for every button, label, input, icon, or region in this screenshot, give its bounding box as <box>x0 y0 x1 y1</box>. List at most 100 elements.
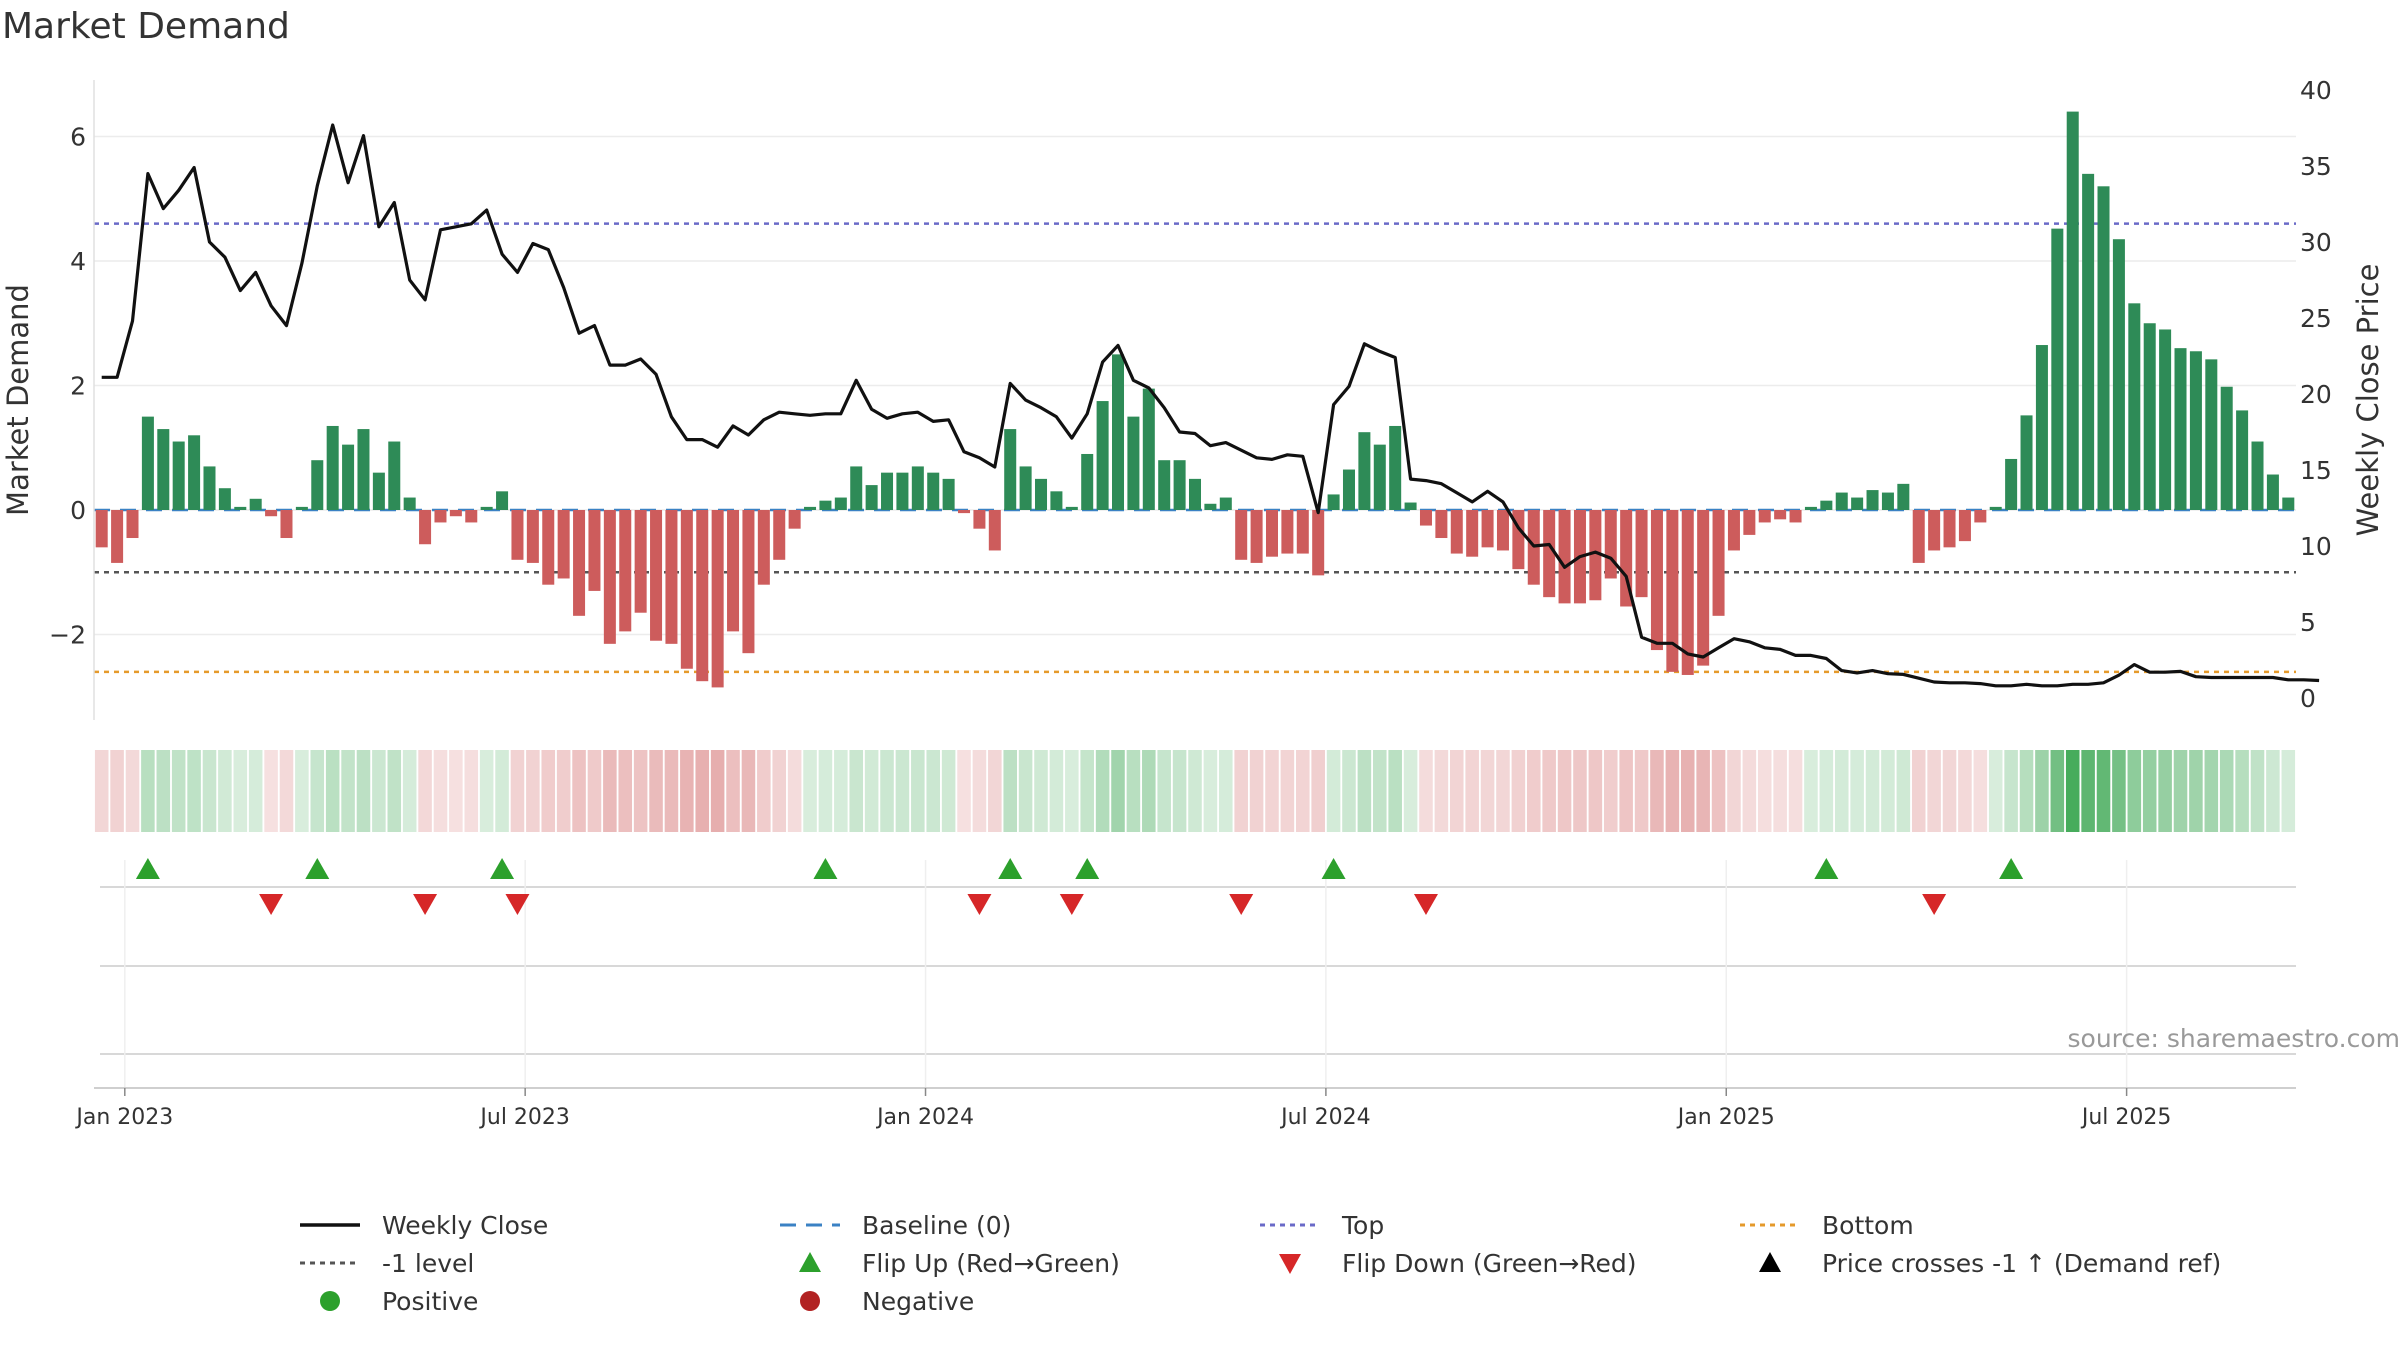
demand-bar <box>1881 492 1894 510</box>
strip-cell <box>1234 750 1248 832</box>
demand-bar <box>1327 494 1340 510</box>
strip-cell <box>1419 750 1433 832</box>
strip-cell <box>1819 750 1834 832</box>
strip-cell <box>1280 750 1295 832</box>
close-line-layer <box>101 123 2320 688</box>
strip-cell <box>864 750 879 832</box>
demand-bar <box>1958 510 1971 542</box>
demand-bar <box>634 510 647 613</box>
demand-bar <box>157 429 170 510</box>
strip-cell <box>2158 750 2172 832</box>
demand-bar <box>2174 348 2187 510</box>
strip-cell <box>1265 750 1279 832</box>
strip-cell <box>295 750 309 832</box>
demand-bar <box>496 491 509 510</box>
demand-bar <box>1758 510 1771 523</box>
strip-cell <box>387 750 402 832</box>
strip-cell <box>1311 750 1325 832</box>
strip-cell <box>2281 750 2296 832</box>
strip-cell <box>356 750 371 832</box>
demand-bar <box>1697 510 1710 666</box>
strip-cell <box>726 750 740 832</box>
demand-bar <box>1204 503 1217 510</box>
right-tick-label: 40 <box>2300 76 2332 105</box>
demand-bar <box>2082 173 2095 510</box>
legend-item: Top <box>1260 1210 1740 1240</box>
flip-up-marker <box>1075 858 1100 879</box>
flip-markers <box>135 858 2024 915</box>
strip-cell <box>587 750 602 832</box>
demand-bar <box>1851 497 1864 510</box>
demand-bar <box>958 510 971 514</box>
demand-bar <box>1943 510 1956 548</box>
demand-bar <box>1112 354 1125 510</box>
x-tick-label: Jan 2023 <box>74 1105 173 1130</box>
strip-cell <box>849 750 864 832</box>
legend-swatch <box>1279 1254 1301 1274</box>
strip-cell <box>664 750 679 832</box>
demand-bar <box>2251 441 2264 510</box>
legend-swatch <box>300 1223 360 1227</box>
demand-bar <box>603 510 616 644</box>
x-tick-label: Jul 2025 <box>2080 1105 2172 1130</box>
demand-bar <box>1373 444 1386 510</box>
demand-bar <box>403 497 416 510</box>
strip-cell <box>1373 750 1387 832</box>
strip-cell <box>803 750 817 832</box>
strip-cell <box>1542 750 1556 832</box>
demand-bar <box>1404 502 1417 510</box>
demand-bar <box>1681 510 1694 675</box>
strip-cell <box>310 750 325 832</box>
demand-bar <box>1050 491 1063 510</box>
right-tick-label: 10 <box>2300 532 2332 561</box>
x-tick-label: Jul 2024 <box>1279 1105 1371 1130</box>
strip-cell <box>1434 750 1449 832</box>
flip-down-marker <box>1059 894 1084 915</box>
strip-cell <box>2081 750 2095 832</box>
demand-bar <box>1296 510 1309 554</box>
strip-cell <box>1958 750 1972 832</box>
strip-cell <box>1850 750 1864 832</box>
strip-cell <box>1696 750 1710 832</box>
demand-bar <box>1389 425 1402 510</box>
demand-bar <box>911 466 924 510</box>
strip-cell <box>1157 750 1171 832</box>
strip-cell <box>510 750 525 832</box>
y-axis-label-left: Market Demand <box>1 284 35 516</box>
demand-bar <box>1250 510 1263 563</box>
strip-cell <box>2235 750 2249 832</box>
strip-cell <box>1573 750 1587 832</box>
strip-cell <box>171 750 186 832</box>
demand-bar <box>1312 510 1325 576</box>
demand-bar <box>434 510 447 523</box>
strip-cell <box>1634 750 1649 832</box>
strip-cell <box>1665 750 1680 832</box>
demand-bar <box>218 488 231 510</box>
strip-cell <box>1403 750 1418 832</box>
demand-bar <box>95 510 108 548</box>
demand-bar <box>727 510 740 632</box>
demand-bar <box>542 510 555 585</box>
right-tick-label: 30 <box>2300 228 2332 257</box>
strip-cell <box>1804 750 1818 832</box>
color-strip <box>94 750 2296 832</box>
demand-bar <box>111 510 124 563</box>
strip-cell <box>1942 750 1957 832</box>
strip-cell <box>1080 750 1094 832</box>
demand-bar <box>1004 429 1017 510</box>
demand-bar <box>650 510 663 641</box>
strip-cell <box>1095 750 1110 832</box>
strip-cell <box>603 750 617 832</box>
strip-cell <box>248 750 263 832</box>
flip-down-marker <box>1922 894 1947 915</box>
demand-bar <box>896 472 909 510</box>
strip-cell <box>464 750 479 832</box>
weekly-close-line <box>101 123 2320 688</box>
demand-bar <box>465 510 478 523</box>
strip-cell <box>433 750 448 832</box>
strip-cell <box>2219 750 2234 832</box>
strip-cell <box>1172 750 1187 832</box>
demand-bar <box>234 506 247 510</box>
demand-bar <box>927 472 940 510</box>
legend-swatch <box>300 1261 360 1265</box>
